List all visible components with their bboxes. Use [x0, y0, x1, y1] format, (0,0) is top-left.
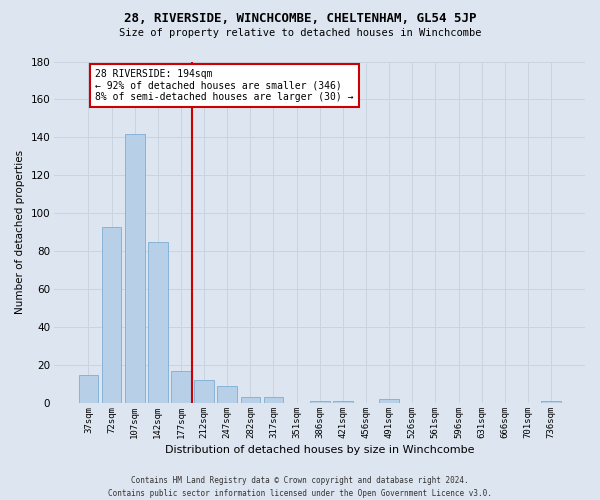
Bar: [171, 371, 191, 403]
Bar: [263, 398, 283, 403]
Bar: [148, 242, 167, 403]
Bar: [241, 398, 260, 403]
Y-axis label: Number of detached properties: Number of detached properties: [15, 150, 25, 314]
Text: Size of property relative to detached houses in Winchcombe: Size of property relative to detached ho…: [119, 28, 481, 38]
Bar: [541, 401, 561, 403]
Bar: [125, 134, 145, 403]
Text: 28, RIVERSIDE, WINCHCOMBE, CHELTENHAM, GL54 5JP: 28, RIVERSIDE, WINCHCOMBE, CHELTENHAM, G…: [124, 12, 476, 26]
Bar: [379, 399, 399, 403]
Bar: [102, 226, 121, 403]
Text: Contains HM Land Registry data © Crown copyright and database right 2024.
Contai: Contains HM Land Registry data © Crown c…: [108, 476, 492, 498]
X-axis label: Distribution of detached houses by size in Winchcombe: Distribution of detached houses by size …: [165, 445, 475, 455]
Bar: [217, 386, 237, 403]
Bar: [333, 401, 353, 403]
Bar: [194, 380, 214, 403]
Text: 28 RIVERSIDE: 194sqm
← 92% of detached houses are smaller (346)
8% of semi-detac: 28 RIVERSIDE: 194sqm ← 92% of detached h…: [95, 69, 354, 102]
Bar: [79, 374, 98, 403]
Bar: [310, 401, 329, 403]
